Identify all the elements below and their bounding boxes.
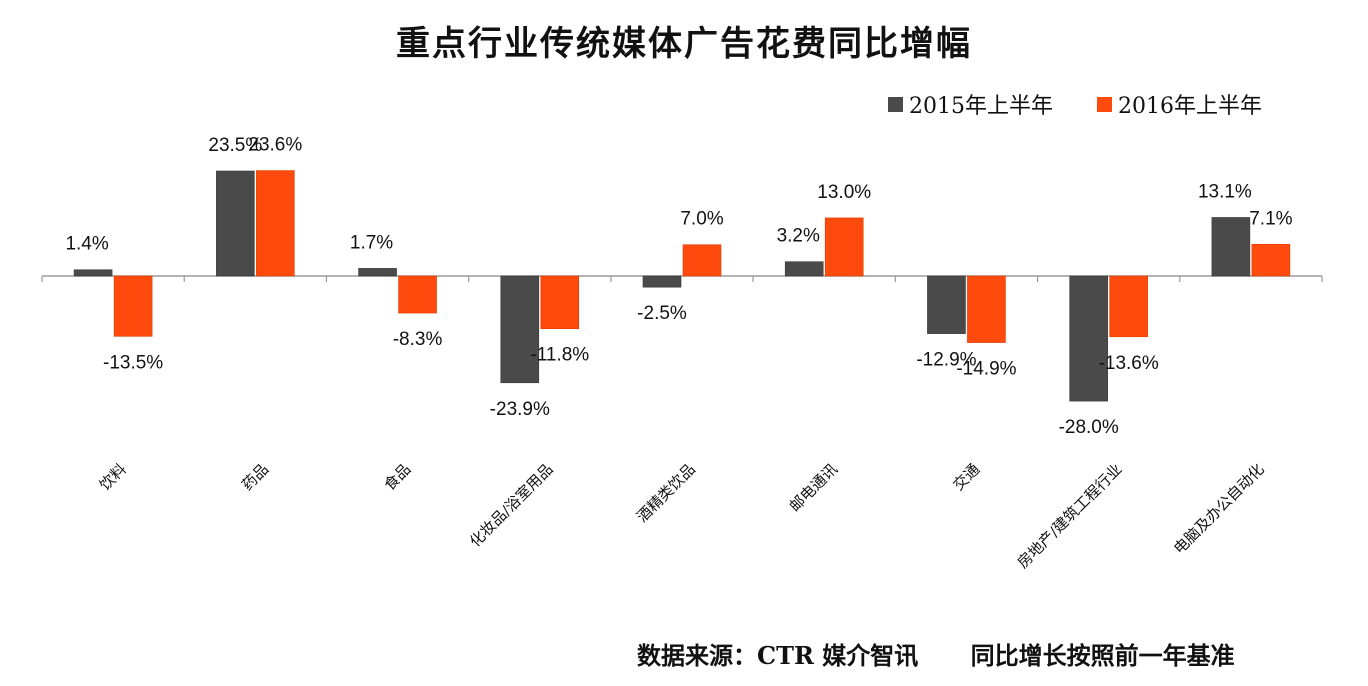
baseline-note: 同比增长按照前一年基准 [970, 641, 1235, 670]
data-label-2016: -13.6% [1099, 353, 1159, 374]
bar-2016 [540, 275, 580, 330]
legend-item-2016: 2016年上半年 [1097, 88, 1262, 120]
legend-label-2016: 2016年上半年 [1118, 94, 1262, 119]
legend-label-2015: 2015年上半年 [909, 94, 1053, 119]
category-label: 房地产/建筑工程行业 [1014, 460, 1126, 572]
data-label-2016: 7.1% [1249, 208, 1292, 229]
data-label-2015: 1.7% [350, 232, 393, 253]
chart-legend: 2015年上半年 2016年上半年 [888, 88, 1306, 120]
data-label-2015: 1.4% [65, 234, 108, 255]
data-label-2015: -28.0% [1059, 417, 1119, 438]
bar-2016 [1109, 275, 1148, 338]
bar-2016 [967, 275, 1006, 343]
data-label-2015: -12.9% [916, 350, 976, 371]
legend-item-2015: 2015年上半年 [888, 88, 1053, 120]
bar-2016 [113, 275, 153, 337]
data-label-2015: 23.5% [208, 135, 262, 156]
data-label-2015: 13.1% [1198, 181, 1252, 202]
bar-2015 [1069, 275, 1108, 402]
bar-2015 [358, 268, 397, 277]
bar-2015 [1211, 217, 1251, 277]
bar-2016 [1251, 243, 1291, 277]
category-label: 食品 [380, 460, 414, 494]
data-label-2016: -14.9% [956, 359, 1016, 380]
bar-2016 [682, 244, 722, 277]
bar-2015 [73, 269, 113, 277]
data-label-2015: -23.9% [490, 399, 550, 420]
category-label: 电脑及办公自动化 [1170, 460, 1268, 558]
data-label-2016: 13.0% [817, 182, 871, 203]
bar-2015 [500, 275, 540, 384]
source-note: 数据来源：CTR 媒介智讯 [637, 641, 919, 670]
category-label: 交通 [949, 460, 983, 494]
legend-swatch-2015 [888, 96, 903, 112]
data-label-2016: -13.5% [103, 352, 163, 373]
chart-title: 重点行业传统媒体广告花费同比增幅 [396, 24, 972, 64]
category-label: 酒精类饮品 [633, 460, 699, 526]
category-label: 药品 [238, 460, 272, 494]
data-label-2015: -2.5% [637, 303, 687, 324]
data-label-2015: 3.2% [777, 226, 820, 247]
bar-2015 [216, 170, 255, 277]
category-label: 化妆品/浴室用品 [466, 460, 557, 551]
chart-footer: 数据来源：CTR 媒介智讯 同比增长按照前一年基准 [637, 636, 1235, 671]
data-label-2016: -11.8% [530, 345, 589, 366]
bar-2015 [642, 275, 682, 288]
bar-2016 [256, 170, 295, 277]
data-label-2016: 7.0% [680, 209, 723, 230]
bar-2015 [784, 261, 824, 277]
bar-2015 [927, 275, 966, 334]
category-label: 饮料 [96, 460, 130, 494]
legend-swatch-2016 [1097, 96, 1112, 112]
data-label-2016: 23.6% [248, 135, 302, 156]
category-label: 邮电通讯 [786, 460, 841, 515]
bar-2016 [824, 217, 864, 277]
bar-2016 [398, 275, 437, 314]
data-label-2016: -8.3% [393, 329, 443, 350]
